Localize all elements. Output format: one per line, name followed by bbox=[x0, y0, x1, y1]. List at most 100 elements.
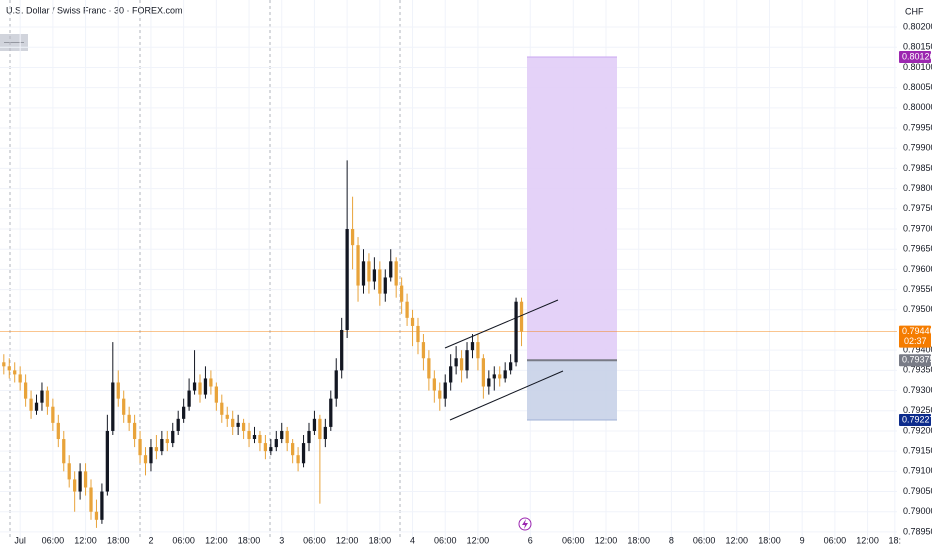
candle-body bbox=[508, 362, 513, 371]
x-tick-label: 06:00 bbox=[824, 535, 847, 545]
candle-body bbox=[62, 439, 66, 464]
candles bbox=[0, 160, 897, 528]
candle-body bbox=[198, 382, 202, 395]
candle-body bbox=[514, 301, 518, 363]
profit-zone bbox=[527, 56, 617, 361]
x-tick-label: 06:00 bbox=[303, 535, 326, 545]
candle-body bbox=[127, 414, 131, 423]
candle-body bbox=[427, 358, 431, 379]
x-tick-label: 4 bbox=[410, 535, 415, 545]
candle-body bbox=[470, 342, 475, 351]
candle-body bbox=[236, 422, 240, 427]
candle-body bbox=[459, 358, 464, 371]
candle-body bbox=[421, 342, 426, 359]
candle-body bbox=[94, 511, 99, 520]
candle-body bbox=[192, 382, 197, 391]
x-tick-label: 8 bbox=[669, 535, 674, 545]
candle-body bbox=[443, 382, 447, 399]
candle-body bbox=[13, 370, 17, 375]
x-tick-label: 06:00 bbox=[562, 535, 585, 545]
x-tick-label: 12:00 bbox=[467, 535, 490, 545]
currency: CHF bbox=[905, 6, 924, 16]
x-tick-label: 12:00 bbox=[595, 535, 618, 545]
candle-body bbox=[122, 398, 126, 415]
candle-body bbox=[258, 434, 262, 444]
candle-body bbox=[361, 261, 366, 286]
channel-lower[interactable] bbox=[449, 370, 564, 421]
candle-body bbox=[269, 447, 273, 452]
candle-body bbox=[416, 325, 420, 343]
candle-body bbox=[29, 398, 33, 411]
candle-body bbox=[410, 317, 415, 326]
candle-body bbox=[225, 414, 229, 419]
candle-body bbox=[247, 430, 251, 440]
candle-body bbox=[176, 418, 180, 431]
candle-body bbox=[89, 487, 93, 512]
x-tick-label: 06:00 bbox=[434, 535, 457, 545]
candle-body bbox=[252, 434, 257, 440]
candle-body bbox=[105, 430, 109, 492]
candle-body bbox=[51, 406, 55, 423]
x-tick-label: 9 bbox=[800, 535, 805, 545]
candle-body bbox=[476, 342, 480, 359]
x-tick-label: 2 bbox=[148, 535, 153, 545]
candle-body bbox=[312, 418, 317, 431]
candle-body bbox=[143, 455, 148, 464]
candle-body bbox=[519, 301, 524, 332]
candle-body bbox=[220, 402, 224, 415]
x-tick-label: 18:00 bbox=[758, 535, 781, 545]
stop-label-bg bbox=[899, 414, 931, 427]
candle-body bbox=[182, 406, 186, 419]
x-tick-label: 18:00 bbox=[369, 535, 392, 545]
entry-label: 0.79375 bbox=[902, 355, 932, 365]
chart-title: U.S. Dollar / Swiss Franc · 30 · FOREX.c… bbox=[6, 5, 183, 15]
candle-body bbox=[492, 374, 496, 379]
x-tick-label: 18: bbox=[889, 535, 902, 545]
candle-body bbox=[149, 447, 153, 464]
candle-body bbox=[367, 261, 371, 282]
candle-body bbox=[449, 366, 453, 383]
channel-upper[interactable] bbox=[444, 299, 559, 349]
candle-body bbox=[323, 426, 327, 440]
candle-body bbox=[154, 447, 159, 452]
candle-body bbox=[187, 390, 191, 407]
candle-body bbox=[274, 439, 278, 448]
candle-body bbox=[56, 422, 60, 440]
position-tool[interactable] bbox=[527, 56, 617, 421]
candle-body bbox=[40, 390, 44, 403]
candle-body bbox=[399, 285, 404, 302]
candle-body bbox=[378, 269, 382, 294]
x-tick-label: 06:00 bbox=[42, 535, 65, 545]
x-tick-label: 06:00 bbox=[693, 535, 716, 545]
candle-body bbox=[138, 439, 142, 456]
last-price-label-bg bbox=[899, 325, 931, 348]
candle-body bbox=[2, 362, 6, 367]
candle-body bbox=[214, 386, 218, 403]
events-icon[interactable] bbox=[518, 517, 532, 531]
candle-body bbox=[383, 277, 387, 294]
candle-body bbox=[503, 370, 507, 379]
y-tick-label: 0.78950 bbox=[903, 526, 932, 536]
candle-body bbox=[394, 261, 398, 286]
candle-body bbox=[307, 430, 311, 444]
last-price-label: 0.79446 bbox=[902, 326, 932, 336]
candle-body bbox=[67, 463, 71, 480]
candle-body bbox=[165, 439, 169, 444]
x-tick-label: 12:00 bbox=[336, 535, 359, 545]
x-tick-label: 12:00 bbox=[205, 535, 228, 545]
